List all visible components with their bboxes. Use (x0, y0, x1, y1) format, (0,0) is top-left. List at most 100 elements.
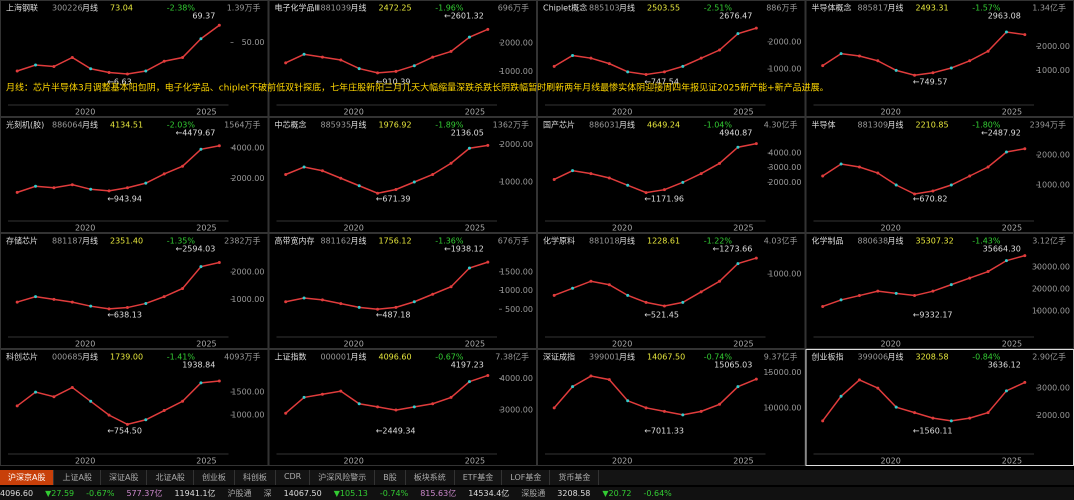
tab[interactable]: 科创板 (235, 470, 276, 485)
year-label: 2025 (1002, 457, 1022, 466)
tab[interactable]: B股 (375, 470, 406, 485)
tab[interactable]: 沪深风险警示 (310, 470, 376, 485)
price-point (986, 411, 990, 415)
price-point (394, 188, 398, 191)
panel-frame (268, 349, 537, 466)
low-label: ←6.63 (107, 78, 132, 87)
price-point (144, 301, 148, 305)
y-tick-label: 1000.00 (1037, 181, 1070, 190)
price-line (16, 380, 220, 426)
tab[interactable]: LOF基金 (502, 470, 551, 485)
price-point (718, 402, 722, 406)
panel-code: 881162 (321, 237, 352, 246)
panel-price: 73.04 (110, 4, 133, 13)
price-point (1023, 147, 1027, 151)
price-point (699, 409, 703, 413)
tab[interactable]: 板块系统 (406, 470, 455, 485)
price-point (552, 293, 556, 297)
price-point (552, 406, 556, 410)
panel-change: -2.38% (167, 4, 196, 13)
price-point (607, 176, 611, 180)
price-point (913, 294, 917, 298)
year-label: 2025 (733, 224, 753, 233)
tab[interactable]: 深证A股 (101, 470, 148, 485)
price-point (162, 172, 166, 176)
price-point (821, 304, 825, 308)
y-tick-label: 20000.00 (1032, 285, 1070, 294)
price-point (876, 289, 880, 293)
low-label: ←9332.17 (913, 311, 953, 320)
low-label: ←487.18 (376, 311, 411, 320)
year-label: 2025 (465, 457, 485, 466)
high-label: 2136.05 (451, 129, 484, 138)
panel-name: 上证指数 (275, 352, 307, 362)
panel-change: -1.41% (167, 353, 196, 362)
y-tick-label: 2000.00 (1037, 411, 1070, 420)
price-point (486, 27, 490, 31)
price-point (681, 180, 685, 184)
tab[interactable]: 货币基金 (550, 470, 600, 485)
panel-price: 3208.58 (916, 353, 949, 362)
price-point (913, 73, 917, 77)
y-tick-label: 500.00 (505, 305, 533, 314)
price-line (553, 375, 757, 416)
price-line (285, 374, 489, 414)
panel-code: 881018 (589, 237, 620, 246)
price-point (107, 413, 111, 417)
price-point (839, 298, 843, 302)
year-label: 2025 (1002, 340, 1022, 349)
panel-volume: 9.37亿手 (764, 352, 798, 362)
tab[interactable]: 上证A股 (54, 470, 101, 485)
price-point (839, 394, 843, 398)
price-point (320, 55, 324, 59)
low-label: ←7011.33 (644, 427, 684, 436)
price-point (107, 189, 111, 193)
y-tick-label: 4000.00 (500, 374, 533, 383)
price-point (644, 73, 648, 77)
y-tick-label: 10000.00 (1032, 306, 1070, 315)
panel-volume: 1362万手 (493, 120, 529, 130)
price-point (181, 56, 185, 59)
panel-frame (0, 117, 269, 233)
panel-name: Chiplet概念 (543, 3, 587, 13)
y-tick-label: 50.00 (242, 38, 265, 47)
panel-price: 1228.61 (647, 237, 680, 246)
tab[interactable]: 创业板 (194, 470, 235, 485)
price-point (681, 64, 685, 68)
tab[interactable]: CDR (276, 470, 311, 485)
panel-name: 上海钢联 (6, 3, 38, 13)
y-tick-label: 2000.00 (1037, 151, 1070, 160)
tab[interactable]: 北证A股 (147, 470, 194, 485)
tab[interactable]: 沪深京A股 (0, 470, 55, 485)
y-tick-label: 3000.00 (768, 163, 801, 172)
price-point (754, 256, 758, 260)
tab[interactable]: ETF基金 (455, 470, 503, 485)
price-point (412, 180, 416, 184)
price-point (15, 404, 19, 408)
high-label: 69.37 (192, 12, 215, 21)
price-point (1004, 389, 1008, 393)
panel-period: 月线 (82, 236, 98, 246)
price-point (15, 69, 19, 73)
price-point (144, 418, 148, 422)
price-point (736, 385, 740, 389)
price-point (718, 279, 722, 283)
panel-frame (0, 233, 269, 349)
year-label: 2020 (343, 108, 363, 117)
price-point (284, 173, 288, 176)
panel-price: 4096.60 (379, 353, 412, 362)
panel-code: 300226 (52, 4, 83, 13)
panel-volume: 1.34亿手 (1032, 3, 1066, 13)
price-point (89, 304, 93, 308)
panel-name: 半导体概念 (812, 3, 852, 13)
price-point (284, 300, 288, 304)
panel-change: -1.22% (704, 237, 733, 246)
price-point (986, 270, 990, 274)
price-point (467, 146, 471, 150)
price-line (285, 261, 489, 311)
price-point (931, 416, 935, 420)
price-line (822, 254, 1026, 308)
status-item: 815.63亿 (420, 489, 457, 498)
y-tick-label: 4000.00 (231, 143, 264, 152)
price-point (70, 300, 74, 304)
